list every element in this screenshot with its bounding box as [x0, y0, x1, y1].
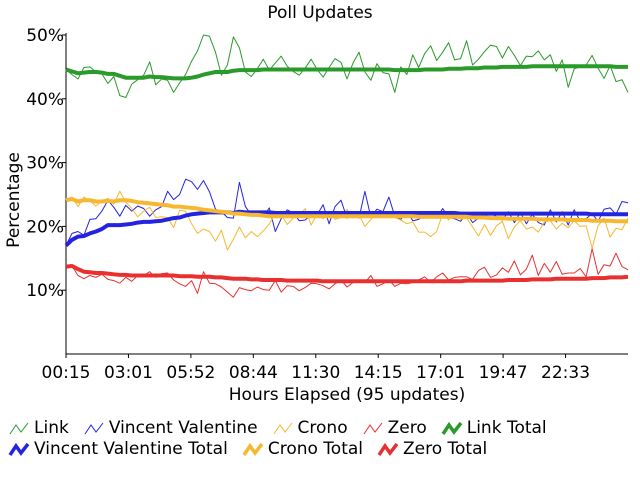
x-tick-label: 14:15	[354, 363, 403, 383]
legend-swatch-icon	[242, 442, 264, 456]
series-line-link-total	[65, 64, 628, 81]
legend-swatch-line	[273, 422, 292, 434]
legend-label: Vincent Valentine Total	[34, 439, 228, 459]
legend-item-crono: Crono	[272, 418, 348, 439]
y-tick-label: 20%	[26, 217, 64, 237]
series-line-zero-total	[65, 264, 629, 284]
x-tick-label: 19:47	[479, 363, 528, 383]
legend-row: Vincent Valentine Total Crono Total Zero T…	[8, 439, 638, 460]
series-line-link	[65, 34, 629, 98]
x-tick-label: 11:30	[291, 363, 340, 383]
chart-title: Poll Updates	[267, 3, 372, 23]
x-tick-label: 00:15	[42, 363, 91, 383]
legend-item-zero: Zero	[362, 418, 427, 439]
legend-swatch-line	[363, 422, 383, 434]
x-axis-label: Hours Elapsed (95 updates)	[229, 385, 465, 405]
x-tick-label: 17:01	[416, 363, 465, 383]
legend-swatch-line	[242, 442, 264, 456]
legend-item-link: Link	[8, 418, 69, 439]
legend-swatch-line	[9, 422, 29, 434]
legend-label: Crono	[297, 418, 348, 438]
y-tick-label: 40%	[26, 90, 64, 110]
legend-label: Crono Total	[267, 439, 363, 459]
y-tick-label: 50%	[26, 26, 64, 46]
legend-swatch-line	[84, 422, 104, 434]
legend-swatch-line	[441, 421, 463, 435]
legend-item-vincent-valentine-total: Vincent Valentine Total	[8, 439, 228, 460]
legend-label: Vincent Valentine	[108, 418, 258, 438]
legend-swatch-icon	[84, 422, 104, 434]
legend-swatch-icon	[8, 442, 30, 456]
legend-swatch-icon	[9, 422, 29, 434]
x-tick-label: 05:52	[166, 363, 215, 383]
x-tick-label: 03:01	[104, 363, 153, 383]
legend-item-crono-total: Crono Total	[242, 439, 363, 460]
series-line-vincent-valentine-total	[64, 209, 628, 247]
y-axis-label: Percentage	[4, 152, 24, 248]
legend-swatch-icon	[441, 421, 463, 435]
legend-label: Zero	[387, 418, 427, 438]
x-tick-label: 08:44	[229, 363, 278, 383]
series-line-crono-total	[65, 197, 628, 224]
legend-row: Link Vincent Valentine Crono Zero Link Total	[8, 418, 638, 439]
x-tick-label: 22:33	[541, 363, 590, 383]
series-line-crono	[65, 190, 629, 251]
axes: 10% 20% 30% 40% 50% 00:15 03:01 05:52 08:44 11:30…	[26, 26, 628, 383]
legend-swatch-icon	[273, 422, 292, 434]
legend-item-zero-total: Zero Total	[377, 439, 487, 460]
legend-swatch-line	[377, 442, 399, 456]
series-line-zero	[65, 248, 629, 298]
legend-swatch-icon	[377, 442, 399, 456]
legend-label: Link	[34, 418, 69, 438]
series-layer	[64, 34, 629, 298]
y-tick-label: 10%	[26, 281, 64, 301]
legend-label: Zero Total	[403, 439, 488, 459]
y-tick-label: 30%	[26, 154, 64, 174]
legend-item-vincent-valentine: Vincent Valentine	[83, 418, 258, 439]
legend-item-link-total: Link Total	[441, 418, 547, 439]
legend-swatch-icon	[363, 422, 383, 434]
legend-label: Link Total	[466, 418, 547, 438]
legend: Link Vincent Valentine Crono Zero Link Total…	[8, 418, 638, 460]
legend-swatch-line	[8, 442, 30, 456]
